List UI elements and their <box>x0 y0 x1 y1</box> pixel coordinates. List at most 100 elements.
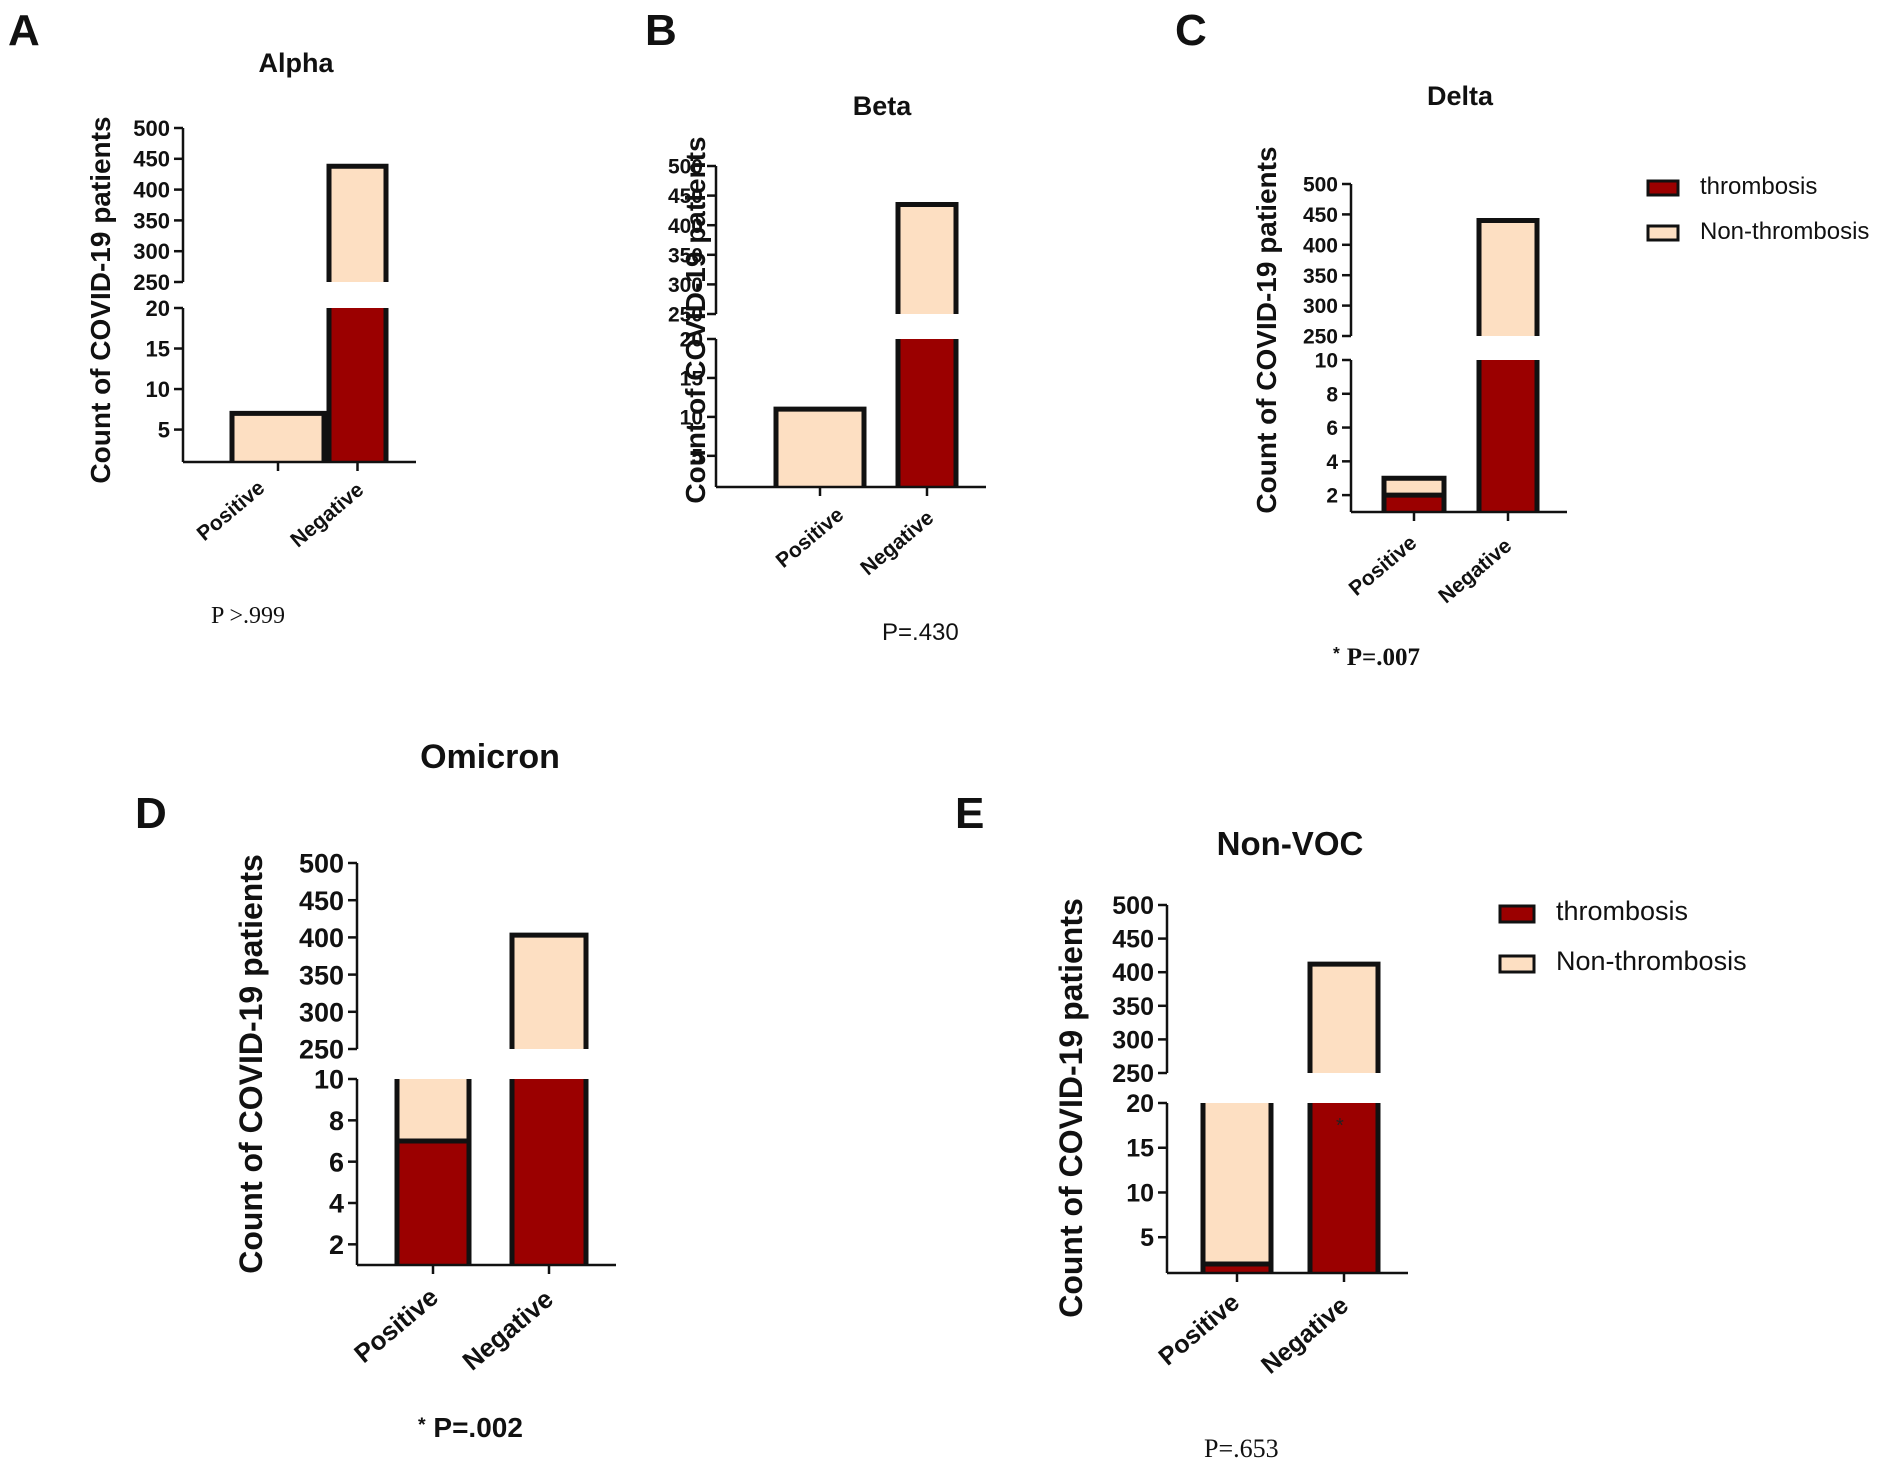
y-tick-label: 250 <box>1112 1060 1154 1088</box>
y-tick-label: 4 <box>1326 451 1338 474</box>
p-value: P >.999 <box>211 603 285 629</box>
bar-positive <box>394 1079 472 1265</box>
bar-negative <box>1476 217 1540 512</box>
y-tick-label: 450 <box>299 886 344 916</box>
x-tick-label: Negative <box>1434 534 1516 608</box>
legend-thrombosis-swatch <box>1646 179 1680 197</box>
y-axis-label: Count of COVID-19 patients <box>1251 146 1282 513</box>
bar-outline-upper <box>1476 217 1540 336</box>
legend-label: Non-thrombosis <box>1700 218 1869 245</box>
y-tick-label: 15 <box>1126 1135 1154 1163</box>
y-tick-label: 20 <box>680 329 703 352</box>
y-tick-label: 400 <box>299 923 344 953</box>
y-tick-label: 4 <box>329 1189 344 1219</box>
bar-thrombosis-segment <box>1479 360 1537 512</box>
y-tick-label: 10 <box>1126 1179 1154 1207</box>
bar-upper-segment <box>329 166 386 282</box>
y-tick-label: 400 <box>1303 234 1338 257</box>
bar-positive <box>773 406 867 487</box>
y-tick-label: 350 <box>1303 265 1338 288</box>
y-tick-label: 6 <box>1326 417 1338 440</box>
legend: thrombosis Non-thrombosis <box>1646 173 1869 245</box>
bar-non-thrombosis-segment <box>397 1079 469 1141</box>
y-tick-label: 6 <box>329 1147 344 1177</box>
bar-outline-upper <box>509 932 589 1049</box>
y-tick-label: 8 <box>329 1106 344 1136</box>
bar-outline <box>1307 1103 1381 1273</box>
bar-outline <box>895 339 959 487</box>
bar-outline <box>1476 360 1540 512</box>
bar-thrombosis-segment <box>512 1079 586 1265</box>
legend-label: thrombosis <box>1700 173 1817 200</box>
panel-letter: D <box>135 789 167 838</box>
x-tick-label: Positive <box>348 1282 444 1369</box>
y-tick-label: 450 <box>668 185 703 208</box>
bar-non-thrombosis-segment <box>232 413 324 462</box>
bar-thrombosis-segment <box>1203 1264 1271 1273</box>
bar-negative <box>1307 961 1381 1273</box>
y-tick-label: 450 <box>1112 926 1154 954</box>
p-value: P=.430 <box>882 619 959 646</box>
chart-title: Beta <box>853 91 913 121</box>
y-tick-label: 500 <box>668 156 703 179</box>
y-tick-label: 350 <box>1112 993 1154 1021</box>
bar-thrombosis-segment <box>898 339 956 487</box>
y-tick-label: 250 <box>133 270 170 295</box>
y-tick-label: 350 <box>133 208 170 233</box>
y-tick-label: 10 <box>1315 350 1338 373</box>
bar-non-thrombosis-segment <box>1203 1103 1271 1265</box>
significance-star: * <box>1333 643 1340 663</box>
bar-positive <box>1381 475 1447 512</box>
y-tick-label: 500 <box>1303 174 1338 197</box>
chart-title: Delta <box>1427 81 1494 111</box>
bar-outline-upper <box>895 201 959 314</box>
bar-outline-upper <box>1307 961 1381 1073</box>
x-tick-label: Positive <box>193 476 269 545</box>
bar-upper-segment <box>1310 964 1378 1073</box>
y-tick-label: 400 <box>668 215 703 238</box>
legend: thrombosis Non-thrombosis <box>1498 896 1747 976</box>
panel-letter: E <box>955 789 984 838</box>
p-value: P=.007 <box>1347 644 1420 671</box>
chart-title: Omicron <box>420 738 560 776</box>
bar-negative <box>895 201 959 487</box>
bar-non-thrombosis-segment <box>1384 478 1444 496</box>
bar-outline <box>394 1079 472 1265</box>
chart-title: Non-VOC <box>1217 825 1364 862</box>
p-value: P=.653 <box>1204 1434 1279 1461</box>
y-tick-label: 2 <box>329 1230 344 1260</box>
y-tick-label: 350 <box>299 960 344 990</box>
y-tick-label: 500 <box>1112 892 1154 920</box>
y-tick-label: 5 <box>1140 1224 1154 1252</box>
bar-upper-segment <box>898 204 956 314</box>
y-tick-label: 450 <box>1303 204 1338 227</box>
e-bar-star: * <box>1336 1115 1344 1137</box>
x-tick-label: Negative <box>457 1284 559 1377</box>
legend-non-thrombosis-swatch <box>1498 954 1536 974</box>
y-tick-label: 300 <box>668 274 703 297</box>
bar-outline <box>229 410 327 462</box>
chart-title: Alpha <box>258 48 334 78</box>
y-tick-label: 250 <box>1303 326 1338 349</box>
y-tick-label: 500 <box>133 116 170 141</box>
y-tick-label: 10 <box>680 406 703 429</box>
y-tick-label: 300 <box>299 998 344 1028</box>
bar-outline <box>326 308 389 462</box>
bar-outline <box>1200 1103 1274 1273</box>
bar-non-thrombosis-segment <box>776 409 864 487</box>
y-axis-label: Count of COVID-19 patients <box>233 854 269 1274</box>
bar-positive <box>229 410 327 462</box>
bar-upper-segment <box>512 935 586 1049</box>
bar-upper-segment <box>1479 220 1537 336</box>
y-tick-label: 400 <box>1112 959 1154 987</box>
legend-label: thrombosis <box>1556 896 1688 926</box>
x-tick-label: Positive <box>1345 531 1421 600</box>
y-tick-label: 10 <box>314 1065 344 1095</box>
y-tick-label: 300 <box>1112 1026 1154 1054</box>
bar-thrombosis-segment <box>1384 495 1444 512</box>
